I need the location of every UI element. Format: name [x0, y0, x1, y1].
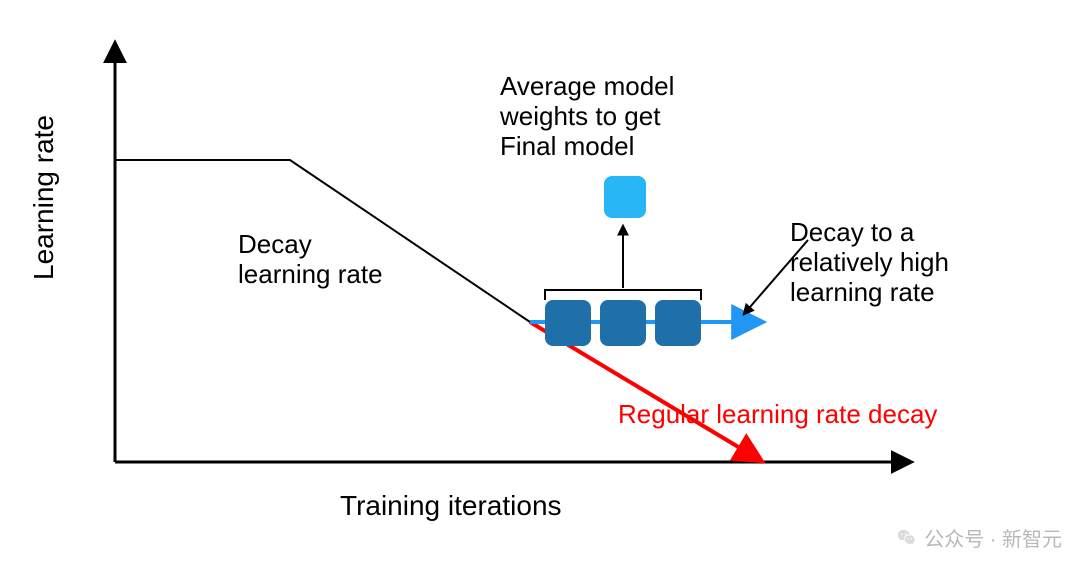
checkpoint-box	[655, 300, 701, 346]
watermark: 公众号 · 新智元	[896, 523, 1062, 552]
decay-lr-label: Decay learning rate	[238, 230, 383, 290]
x-axis-label: Training iterations	[340, 490, 562, 522]
decay-high-label: Decay to a relatively high learning rate	[790, 218, 949, 308]
checkpoint-box	[545, 300, 591, 346]
checkpoint-box	[600, 300, 646, 346]
y-axis-label: Learning rate	[28, 115, 60, 280]
final-model-box	[604, 176, 646, 218]
lr-schedule-diagram: Learning rate Training iterations Decay …	[0, 0, 1080, 562]
bracket	[545, 290, 701, 300]
avg-model-label: Average model weights to get Final model	[500, 72, 674, 162]
watermark-text: 公众号 · 新智元	[924, 523, 1062, 552]
regular-decay-label: Regular learning rate decay	[618, 400, 937, 430]
wechat-icon	[896, 527, 918, 549]
